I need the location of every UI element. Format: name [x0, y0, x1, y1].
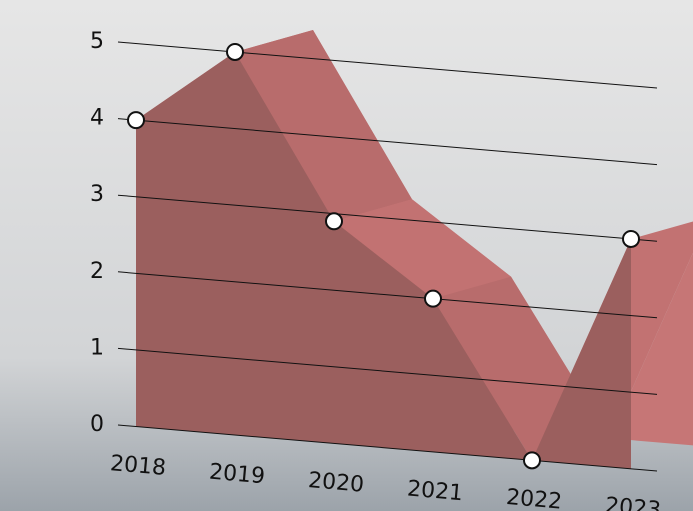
x-tick-label: 2018: [109, 451, 167, 481]
grid-line: [117, 424, 658, 472]
y-tick-label: 5: [90, 29, 104, 54]
y-tick-label: 3: [90, 182, 104, 207]
y-tick-label: 4: [90, 106, 104, 131]
x-tick-label: 2022: [505, 485, 563, 511]
point: [226, 42, 244, 61]
point: [424, 289, 442, 308]
y-tick-label: 0: [90, 412, 104, 437]
area-top: [235, 29, 412, 222]
point: [127, 111, 145, 130]
grid-line: [117, 194, 658, 242]
area-top: [334, 199, 511, 299]
x-tick-label: 2019: [208, 460, 266, 490]
grid-line: [117, 118, 658, 166]
grid-line: [117, 271, 658, 319]
point: [325, 212, 343, 231]
grid-line: [117, 347, 658, 395]
x-tick-label: 2020: [307, 468, 365, 498]
grid-line: [117, 41, 658, 89]
y-tick-label: 2: [90, 259, 104, 284]
x-tick-label: 2023: [604, 493, 662, 511]
area: [136, 51, 631, 469]
point: [523, 451, 541, 470]
y-tick-label: 1: [90, 335, 104, 360]
x-tick-label: 2021: [406, 476, 464, 506]
point: [622, 229, 640, 248]
